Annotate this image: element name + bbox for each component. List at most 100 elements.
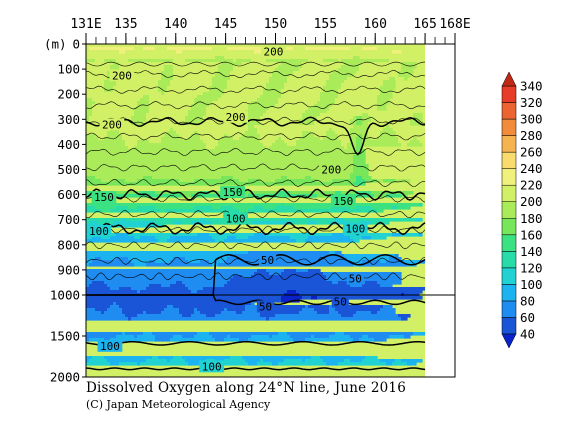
field-cell — [323, 359, 345, 363]
field-cell — [230, 77, 270, 81]
contour-label-bg — [91, 191, 117, 204]
field-cell — [269, 77, 288, 81]
field-cell — [176, 50, 183, 54]
field-cell — [395, 77, 405, 81]
field-cell — [146, 113, 189, 117]
colorbar-label: 60 — [520, 310, 535, 325]
field-cell — [155, 236, 171, 240]
field-cell — [86, 302, 114, 306]
field-cell — [353, 239, 360, 243]
field-cell — [170, 128, 174, 132]
field-cell — [167, 86, 210, 90]
field-cell — [272, 74, 291, 78]
field-cell — [158, 239, 168, 243]
field-cell — [131, 119, 147, 123]
field-cell — [236, 59, 252, 63]
colorbar-label: 300 — [520, 112, 543, 127]
field-cell — [302, 131, 312, 135]
field-cell — [257, 128, 330, 132]
field-cell — [116, 257, 129, 261]
field-cell — [86, 62, 114, 66]
field-cell — [347, 146, 357, 150]
field-cell — [248, 236, 291, 240]
field-cell — [362, 62, 402, 66]
contour-label: 50 — [334, 296, 347, 309]
field-cell — [377, 179, 384, 183]
field-cell — [299, 137, 321, 141]
field-cell — [284, 83, 327, 87]
field-cell — [362, 143, 402, 147]
field-cell — [224, 260, 351, 264]
field-cell — [257, 269, 267, 273]
field-cell — [95, 134, 108, 138]
field-cell — [86, 65, 111, 69]
field-cell — [260, 140, 276, 144]
field-cell — [353, 170, 369, 174]
field-cell — [104, 338, 111, 342]
field-cell — [341, 314, 354, 318]
field-cell — [101, 311, 105, 315]
field-cell — [122, 308, 165, 312]
field-cell — [260, 119, 300, 123]
field-cell — [230, 74, 273, 78]
field-cell — [107, 134, 123, 138]
field-cell — [155, 335, 174, 339]
field-cell — [230, 356, 243, 360]
field-cell — [86, 362, 111, 366]
field-cell — [305, 338, 354, 342]
colorbar-swatch — [501, 85, 517, 103]
colorbar-label: 220 — [520, 178, 543, 193]
colorbar-swatch — [501, 251, 517, 269]
field-cell — [86, 74, 108, 78]
field-cell — [398, 206, 411, 210]
field-cell — [191, 314, 207, 318]
field-cell — [260, 179, 276, 183]
field-cell — [137, 206, 156, 210]
field-cell — [200, 134, 225, 138]
field-cell — [89, 116, 132, 120]
field-cell — [293, 338, 306, 342]
field-cell — [119, 77, 162, 81]
field-cell — [413, 113, 423, 117]
field-cell — [86, 317, 129, 321]
field-cell — [380, 92, 393, 96]
field-cell — [233, 137, 240, 141]
field-cell — [161, 137, 183, 141]
isoline-thin — [86, 147, 426, 156]
field-cell — [380, 134, 396, 138]
field-cell — [185, 257, 228, 261]
field-cell — [362, 137, 372, 141]
field-cell — [149, 101, 195, 105]
colorbar-swatch — [501, 201, 517, 219]
field-cell — [95, 59, 105, 63]
field-cell — [152, 332, 198, 336]
field-cell — [113, 221, 156, 225]
field-cell — [140, 98, 150, 102]
field-cell — [362, 359, 381, 363]
field-cell — [158, 89, 168, 93]
field-cell — [173, 71, 216, 75]
field-cell — [173, 356, 183, 360]
field-cell — [188, 287, 204, 291]
contour-label-bg — [331, 295, 349, 308]
field-cell — [248, 209, 378, 213]
field-cell — [86, 89, 105, 93]
field-cell — [86, 95, 144, 99]
field-cell — [164, 134, 180, 138]
field-cell — [197, 290, 288, 294]
field-cell — [95, 191, 141, 195]
field-cell — [86, 110, 93, 114]
field-cell — [179, 134, 192, 138]
field-cell — [380, 359, 396, 363]
field-cell — [347, 257, 390, 261]
field-cell — [116, 125, 249, 129]
field-cell — [89, 221, 99, 225]
field-cell — [200, 137, 222, 141]
field-cell — [344, 254, 396, 258]
field-cell — [338, 311, 357, 315]
field-cell — [341, 83, 384, 87]
field-cell — [272, 335, 291, 339]
field-cell — [248, 194, 318, 198]
field-cell — [86, 224, 162, 228]
